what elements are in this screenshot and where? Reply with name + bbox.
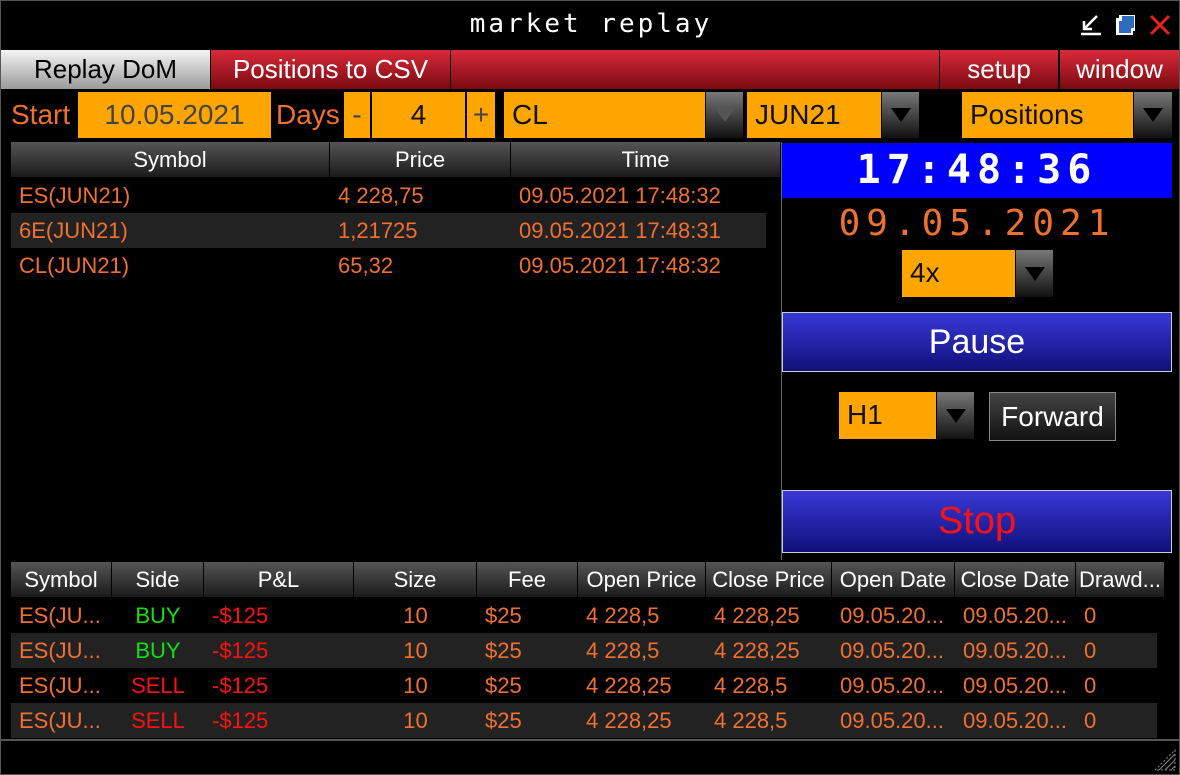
position-cell[interactable]: 09.05.20... (840, 638, 944, 663)
close-icon[interactable] (1148, 13, 1172, 37)
position-cell[interactable]: 09.05.20... (840, 673, 944, 698)
divider (781, 142, 782, 560)
days-input[interactable]: 4 (372, 92, 465, 138)
position-cell[interactable]: 0 (1084, 673, 1097, 698)
position-cell[interactable]: 09.05.20... (963, 708, 1067, 733)
position-cell[interactable]: -$125 (212, 638, 269, 663)
positions-header-cell[interactable]: Size (354, 562, 477, 597)
position-cell[interactable]: ES(JU... (19, 708, 101, 733)
quote-cell[interactable]: ES(JUN21) (19, 183, 131, 208)
position-cell[interactable]: 4 228,25 (714, 603, 800, 628)
positions-header-cell[interactable]: Close Price (706, 562, 832, 597)
quotes-header-symbol[interactable]: Symbol (11, 142, 330, 177)
row-highlight (11, 633, 1157, 668)
quote-cell[interactable]: 09.05.2021 17:48:31 (519, 218, 721, 243)
row-highlight (11, 213, 766, 248)
positions-header-cell[interactable]: Symbol (11, 562, 112, 597)
restore-icon[interactable] (1114, 13, 1138, 37)
position-cell[interactable]: 09.05.20... (963, 603, 1067, 628)
stop-button[interactable]: Stop (782, 490, 1172, 553)
position-cell[interactable]: 4 228,5 (586, 638, 660, 663)
symbol-select[interactable]: CL (504, 92, 705, 138)
position-cell[interactable]: ES(JU... (19, 638, 101, 663)
position-cell[interactable]: 09.05.20... (840, 603, 944, 628)
minimize-arrow-icon[interactable] (1079, 13, 1105, 37)
quote-cell[interactable]: CL(JUN21) (19, 253, 130, 278)
start-label: Start (11, 99, 71, 130)
quote-cell[interactable]: 4 228,75 (338, 183, 424, 208)
resize-grip-icon[interactable] (1153, 748, 1177, 772)
position-cell[interactable]: 4 228,5 (714, 708, 788, 733)
status-bar-divider (1, 739, 1180, 741)
quotes-header-time[interactable]: Time (511, 142, 781, 177)
quote-cell[interactable]: 09.05.2021 17:48:32 (519, 253, 721, 278)
position-cell[interactable]: 09.05.20... (963, 673, 1067, 698)
position-cell[interactable]: BUY (135, 638, 181, 663)
position-cell[interactable]: $25 (485, 603, 522, 628)
position-cell[interactable]: 4 228,25 (714, 638, 800, 663)
position-cell[interactable]: SELL (131, 673, 185, 698)
position-cell[interactable]: $25 (485, 673, 522, 698)
position-cell[interactable]: 0 (1084, 638, 1097, 663)
symbol-dropdown-arrow-icon[interactable] (706, 92, 743, 138)
quote-cell[interactable]: 09.05.2021 17:48:32 (519, 183, 721, 208)
position-cell[interactable]: -$125 (212, 603, 269, 628)
pause-button[interactable]: Pause (782, 312, 1172, 372)
row-highlight (11, 703, 1157, 738)
positions-header-cell[interactable]: P&L (204, 562, 354, 597)
forward-button[interactable]: Forward (989, 392, 1116, 441)
position-cell[interactable]: 10 (403, 708, 428, 733)
replay-dom-button[interactable]: Replay DoM (1, 50, 210, 89)
position-cell[interactable]: SELL (131, 708, 185, 733)
position-cell[interactable]: 10 (403, 638, 428, 663)
positions-to-csv-button[interactable]: Positions to CSV (211, 50, 450, 89)
position-cell[interactable]: ES(JU... (19, 673, 101, 698)
start-date-input[interactable]: 10.05.2021 (78, 92, 271, 138)
positions-header-cell[interactable]: Close Date (955, 562, 1076, 597)
positions-header-cell[interactable]: Open Date (832, 562, 955, 597)
position-cell[interactable]: 4 228,5 (714, 673, 788, 698)
quotes-header-price[interactable]: Price (330, 142, 511, 177)
days-decrement-button[interactable]: - (344, 92, 370, 138)
position-cell[interactable]: ES(JU... (19, 603, 101, 628)
quote-cell[interactable]: 65,32 (338, 253, 394, 278)
contract-dropdown-arrow-icon[interactable] (882, 92, 919, 138)
positions-header-cell[interactable]: Open Price (578, 562, 706, 597)
view-select[interactable]: Positions (962, 92, 1133, 138)
window-menu[interactable]: window (1060, 50, 1179, 89)
position-cell[interactable]: 4 228,5 (586, 603, 660, 628)
positions-header-cell[interactable]: Fee (477, 562, 578, 597)
contract-select[interactable]: JUN21 (747, 92, 881, 138)
position-cell[interactable]: 10 (403, 603, 428, 628)
timeframe-dropdown-arrow-icon[interactable] (937, 392, 974, 439)
replay-date: 09.05.2021 (838, 203, 1116, 244)
position-cell[interactable]: 09.05.20... (840, 708, 944, 733)
speed-dropdown-arrow-icon[interactable] (1016, 250, 1053, 297)
position-cell[interactable]: 09.05.20... (963, 638, 1067, 663)
position-cell[interactable]: 4 228,25 (586, 673, 672, 698)
replay-clock: 17:48:36 (782, 143, 1172, 198)
days-label: Days (276, 99, 340, 130)
position-cell[interactable]: 0 (1084, 603, 1097, 628)
speed-select[interactable]: 4x (902, 250, 1015, 297)
positions-header-cell[interactable]: Side (112, 562, 204, 597)
window-title: market replay (469, 9, 713, 39)
position-cell[interactable]: -$125 (212, 708, 269, 733)
positions-header-cell[interactable]: Drawd... (1076, 562, 1165, 597)
setup-menu[interactable]: setup (940, 50, 1058, 89)
position-cell[interactable]: 4 228,25 (586, 708, 672, 733)
position-cell[interactable]: $25 (485, 708, 522, 733)
menu-spacer (451, 50, 939, 89)
position-cell[interactable]: 0 (1084, 708, 1097, 733)
position-cell[interactable]: -$125 (212, 673, 269, 698)
quote-cell[interactable]: 6E(JUN21) (19, 218, 128, 243)
quote-cell[interactable]: 1,21725 (338, 218, 418, 243)
view-dropdown-arrow-icon[interactable] (1134, 92, 1172, 138)
position-cell[interactable]: $25 (485, 638, 522, 663)
timeframe-select[interactable]: H1 (839, 392, 936, 439)
position-cell[interactable]: 10 (403, 673, 428, 698)
position-cell[interactable]: BUY (135, 603, 181, 628)
days-increment-button[interactable]: + (467, 92, 495, 138)
